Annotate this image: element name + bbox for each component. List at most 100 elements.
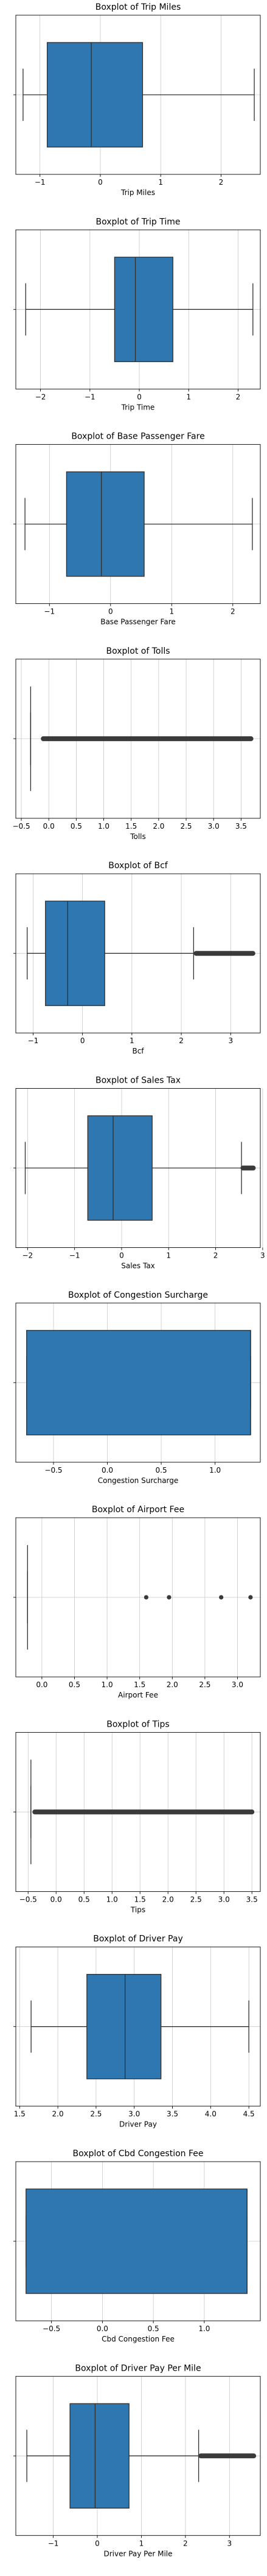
x-tick-label: 0.5 — [78, 1895, 90, 1903]
x-tick-label: −1 — [48, 2539, 59, 2547]
x-tick-label: 2.0 — [153, 822, 164, 831]
x-tick-label: −1 — [35, 178, 46, 187]
x-axis-label: Trip Time — [121, 403, 155, 411]
outlier-point — [219, 1595, 223, 1600]
x-tick-label: 3 — [227, 2539, 232, 2547]
x-axis-label: Cbd Congestion Fee — [102, 2335, 175, 2343]
x-tick-label: −2 — [22, 1252, 33, 1260]
x-tick-label: 2.5 — [180, 822, 192, 831]
x-tick-label: −1 — [28, 1036, 39, 1045]
x-tick-label: 0 — [137, 392, 142, 401]
outlier-point — [167, 1595, 171, 1600]
x-tick-label: 2 — [231, 608, 235, 616]
x-tick-label: 2 — [236, 392, 241, 401]
x-tick-label: 1 — [169, 608, 174, 616]
x-tick-label: 1.0 — [102, 1680, 113, 1689]
x-tick-label: −1 — [69, 1252, 80, 1260]
x-tick-label: 0 — [98, 178, 103, 187]
x-tick-label: −1 — [85, 392, 95, 401]
x-tick-label: 1.0 — [209, 1466, 221, 1475]
x-tick-label: 0.5 — [71, 822, 82, 831]
x-tick-label: 3.0 — [218, 1895, 230, 1903]
x-tick-label: −0.5 — [12, 822, 30, 831]
chart-title: Boxplot of Tips — [106, 1719, 169, 1729]
iqr-box — [88, 1116, 152, 1221]
x-tick-label: 3 — [228, 1036, 233, 1045]
x-tick-label: 0.0 — [102, 1466, 113, 1475]
x-tick-label: 2 — [213, 1252, 218, 1260]
x-tick-label: 2.5 — [199, 1680, 210, 1689]
iqr-box — [47, 43, 143, 147]
x-tick-label: 0.0 — [97, 2324, 108, 2333]
x-tick-label: 1.5 — [134, 1680, 145, 1689]
x-tick-label: 3.0 — [208, 822, 220, 831]
x-tick-label: 3.0 — [232, 1680, 243, 1689]
chart-title: Boxplot of Bcf — [108, 861, 168, 871]
x-tick-label: −0.5 — [19, 1895, 37, 1903]
x-axis-label: Base Passenger Fare — [100, 618, 176, 626]
x-tick-label: 2.0 — [162, 1895, 174, 1903]
x-tick-label: 1.5 — [125, 822, 137, 831]
x-tick-label: 4.0 — [205, 2110, 217, 2119]
outlier-point — [144, 1595, 148, 1600]
iqr-box — [114, 257, 173, 361]
x-tick-label: 1 — [139, 2539, 144, 2547]
x-tick-label: 2 — [179, 1036, 184, 1045]
x-tick-label: 2.0 — [52, 2110, 64, 2119]
x-tick-label: 0.5 — [69, 1680, 80, 1689]
x-axis-label: Airport Fee — [118, 1691, 158, 1699]
x-tick-label: 3.5 — [167, 2110, 178, 2119]
x-tick-label: 2.5 — [190, 1895, 202, 1903]
x-tick-label: 1.0 — [106, 1895, 118, 1903]
x-tick-label: −0.5 — [44, 1466, 62, 1475]
x-tick-label: 2 — [183, 2539, 188, 2547]
iqr-box — [87, 1975, 161, 2079]
x-axis-label: Tips — [130, 1905, 145, 1914]
iqr-box — [26, 2189, 247, 2293]
x-axis-label: Sales Tax — [121, 1262, 155, 1270]
x-tick-label: 0.5 — [148, 2324, 159, 2333]
x-tick-label: 1.5 — [134, 1895, 146, 1903]
outlier-point — [248, 1595, 252, 1600]
x-tick-label: 3 — [260, 1252, 265, 1260]
x-tick-label: 1 — [130, 1036, 134, 1045]
x-tick-label: 0.0 — [50, 1895, 62, 1903]
iqr-box — [70, 2403, 129, 2508]
x-tick-label: 4.5 — [243, 2110, 255, 2119]
x-tick-label: 0 — [108, 608, 113, 616]
x-tick-label: −2 — [35, 392, 46, 401]
x-tick-label: 3.5 — [235, 822, 247, 831]
x-tick-label: 0 — [80, 1036, 85, 1045]
x-axis-label: Congestion Surcharge — [98, 1476, 179, 1485]
x-axis-label: Driver Pay Per Mile — [103, 2549, 172, 2558]
iqr-box — [46, 901, 105, 1005]
x-tick-label: 1 — [186, 392, 191, 401]
x-axis-label: Bcf — [132, 1047, 144, 1055]
iqr-box — [27, 1331, 251, 1435]
chart-title: Boxplot of Base Passenger Fare — [71, 432, 204, 442]
iqr-box — [66, 472, 144, 577]
x-tick-label: 1 — [166, 1252, 171, 1260]
x-tick-label: 2 — [219, 178, 224, 187]
x-axis-label: Trip Miles — [120, 188, 155, 197]
x-tick-label: 1.5 — [14, 2110, 26, 2119]
x-tick-label: 0.5 — [156, 1466, 167, 1475]
x-tick-label: −0.5 — [43, 2324, 60, 2333]
x-tick-label: 2.5 — [90, 2110, 102, 2119]
chart-title: Boxplot of Driver Pay Per Mile — [75, 2363, 201, 2373]
x-tick-label: 3.5 — [246, 1895, 258, 1903]
x-tick-label: 3.0 — [128, 2110, 140, 2119]
chart-title: Boxplot of Driver Pay — [93, 1934, 182, 1944]
x-tick-label: 1.0 — [198, 2324, 210, 2333]
x-tick-label: 1.0 — [98, 822, 109, 831]
chart-title: Boxplot of Airport Fee — [92, 1505, 184, 1515]
chart-title: Boxplot of Tolls — [106, 646, 170, 656]
x-tick-label: −1 — [44, 608, 55, 616]
chart-title: Boxplot of Congestion Surcharge — [68, 1290, 208, 1300]
x-tick-label: 2.0 — [167, 1680, 178, 1689]
chart-title: Boxplot of Trip Miles — [95, 2, 181, 12]
x-tick-label: 0.0 — [36, 1680, 47, 1689]
x-tick-label: 0.0 — [43, 822, 55, 831]
